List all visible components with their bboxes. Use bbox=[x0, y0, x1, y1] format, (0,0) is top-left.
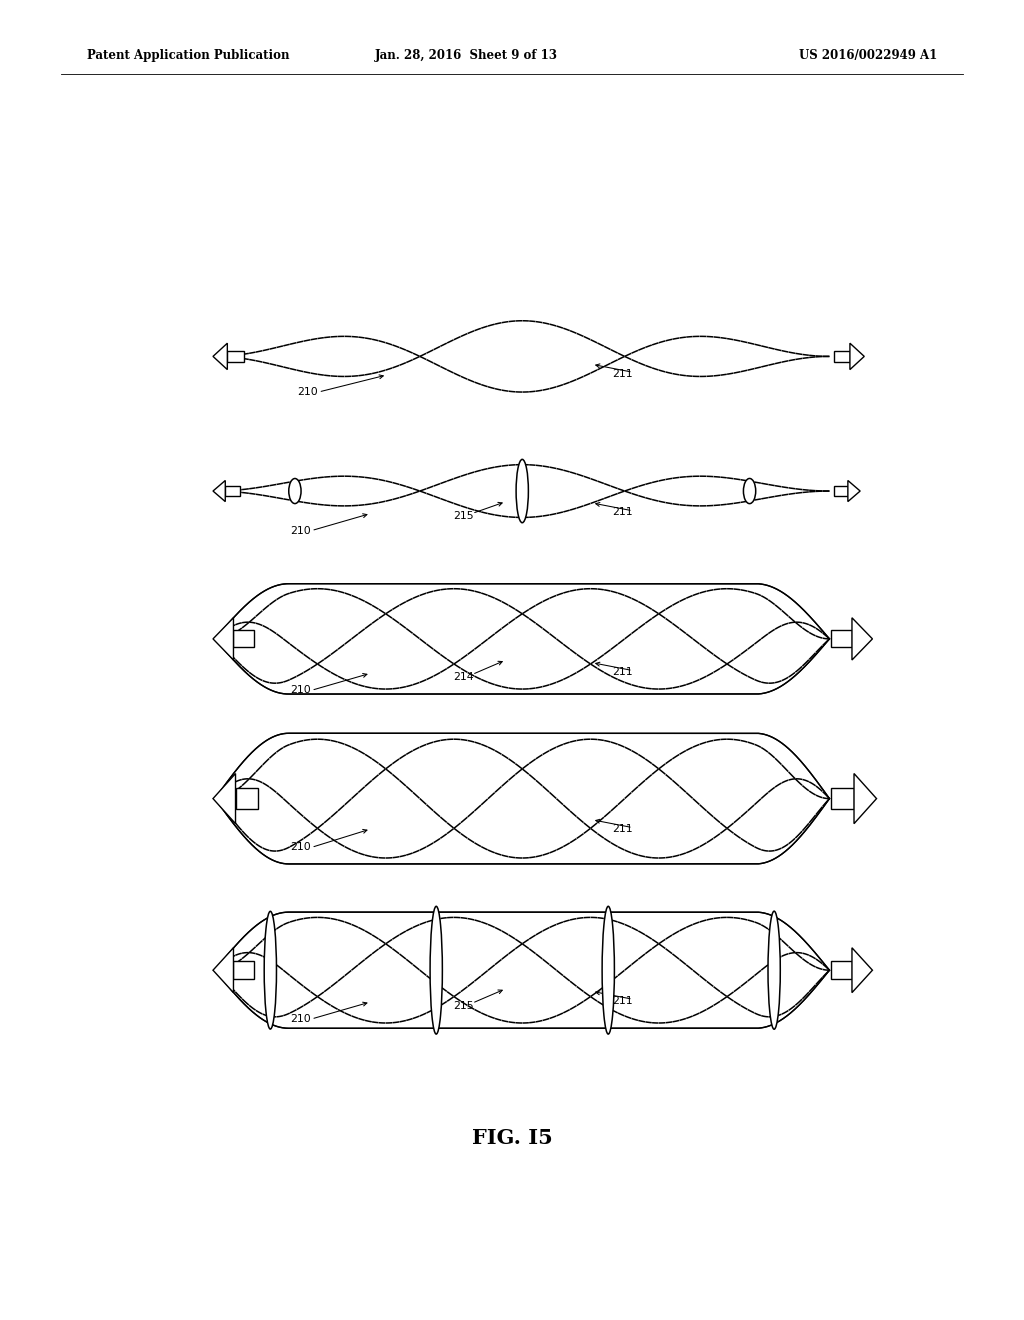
Text: FIG. I5: FIG. I5 bbox=[472, 1127, 552, 1148]
Text: 210: 210 bbox=[290, 685, 310, 696]
Polygon shape bbox=[213, 343, 227, 370]
Text: 210: 210 bbox=[290, 1014, 310, 1024]
Text: 210: 210 bbox=[297, 387, 317, 397]
Bar bbox=[834, 486, 848, 495]
Ellipse shape bbox=[602, 907, 614, 1034]
Polygon shape bbox=[213, 618, 233, 660]
Polygon shape bbox=[852, 618, 872, 660]
Bar bbox=[225, 486, 240, 495]
Ellipse shape bbox=[516, 459, 528, 523]
Bar bbox=[227, 351, 244, 362]
Text: 211: 211 bbox=[612, 824, 633, 834]
Bar bbox=[236, 788, 258, 809]
Bar bbox=[233, 630, 254, 647]
Text: US 2016/0022949 A1: US 2016/0022949 A1 bbox=[799, 49, 937, 62]
Text: 211: 211 bbox=[612, 368, 633, 379]
Ellipse shape bbox=[768, 911, 780, 1030]
Bar bbox=[831, 788, 854, 809]
Text: Patent Application Publication: Patent Application Publication bbox=[87, 49, 290, 62]
Polygon shape bbox=[848, 480, 860, 502]
Text: 210: 210 bbox=[290, 525, 310, 536]
Polygon shape bbox=[213, 948, 233, 993]
Text: 211: 211 bbox=[612, 995, 633, 1006]
Polygon shape bbox=[854, 774, 877, 824]
Polygon shape bbox=[213, 774, 236, 824]
Ellipse shape bbox=[743, 478, 756, 504]
Polygon shape bbox=[213, 480, 225, 502]
Text: 211: 211 bbox=[612, 507, 633, 517]
Ellipse shape bbox=[430, 907, 442, 1034]
Bar bbox=[831, 630, 852, 647]
Bar bbox=[233, 961, 254, 979]
Text: 215: 215 bbox=[454, 1001, 474, 1011]
Text: 214: 214 bbox=[454, 672, 474, 682]
Ellipse shape bbox=[264, 911, 276, 1030]
Polygon shape bbox=[852, 948, 872, 993]
Bar bbox=[834, 351, 850, 362]
Bar bbox=[831, 961, 852, 979]
Text: 215: 215 bbox=[454, 511, 474, 521]
Text: 211: 211 bbox=[612, 667, 633, 677]
Text: 210: 210 bbox=[290, 842, 310, 853]
Text: Jan. 28, 2016  Sheet 9 of 13: Jan. 28, 2016 Sheet 9 of 13 bbox=[375, 49, 557, 62]
Polygon shape bbox=[850, 343, 864, 370]
Ellipse shape bbox=[289, 478, 301, 504]
